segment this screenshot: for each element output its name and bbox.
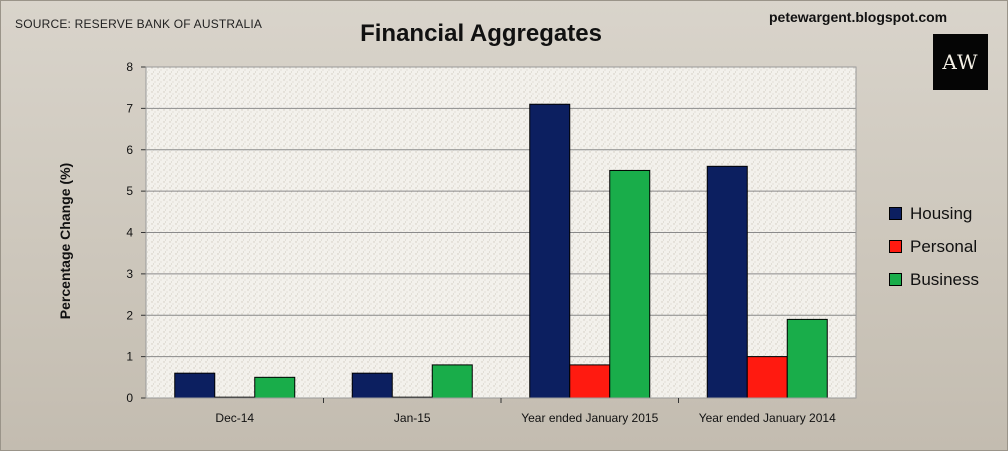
x-tick-label: Dec-14 bbox=[215, 411, 254, 425]
bar-housing-2 bbox=[529, 103, 571, 399]
aw-logo: AW bbox=[933, 34, 988, 90]
bar-personal-3 bbox=[746, 356, 788, 399]
bar-business-0 bbox=[254, 376, 296, 399]
bar-personal-2 bbox=[569, 364, 611, 399]
logo-text: AW bbox=[942, 50, 979, 74]
bar-business-3 bbox=[786, 318, 828, 399]
bar-housing-0 bbox=[174, 372, 216, 399]
legend: Housing Personal Business bbox=[889, 197, 979, 296]
bar-housing-1 bbox=[351, 372, 393, 399]
legend-item-personal: Personal bbox=[889, 230, 979, 263]
legend-swatch bbox=[889, 207, 902, 220]
legend-item-business: Business bbox=[889, 263, 979, 296]
chart-title: Financial Aggregates bbox=[360, 20, 602, 47]
legend-label: Personal bbox=[910, 236, 978, 256]
y-tick-label: 4 bbox=[126, 226, 133, 240]
source-note: SOURCE: RESERVE BANK OF AUSTRALIA bbox=[15, 17, 263, 31]
blog-url: petewargent.blogspot.com bbox=[769, 9, 948, 25]
y-tick-label: 5 bbox=[126, 184, 133, 198]
y-tick-label: 2 bbox=[126, 308, 133, 322]
y-tick-label: 7 bbox=[126, 101, 133, 115]
legend-label: Business bbox=[910, 269, 979, 289]
legend-item-housing: Housing bbox=[889, 197, 979, 230]
x-tick-label: Jan-15 bbox=[394, 411, 431, 425]
x-tick-label: Year ended January 2015 bbox=[521, 411, 658, 425]
y-tick-label: 8 bbox=[126, 60, 133, 74]
bar-business-1 bbox=[431, 364, 473, 399]
legend-label: Housing bbox=[910, 203, 973, 223]
bar-housing-3 bbox=[706, 165, 748, 399]
y-tick-label: 0 bbox=[126, 391, 133, 405]
y-tick-label: 6 bbox=[126, 143, 133, 157]
y-tick-label: 3 bbox=[126, 267, 133, 281]
legend-swatch bbox=[889, 240, 902, 253]
legend-swatch bbox=[889, 273, 902, 286]
bar-business-2 bbox=[609, 169, 651, 399]
x-tick-label: Year ended January 2014 bbox=[699, 411, 836, 425]
y-tick-label: 1 bbox=[126, 350, 133, 364]
